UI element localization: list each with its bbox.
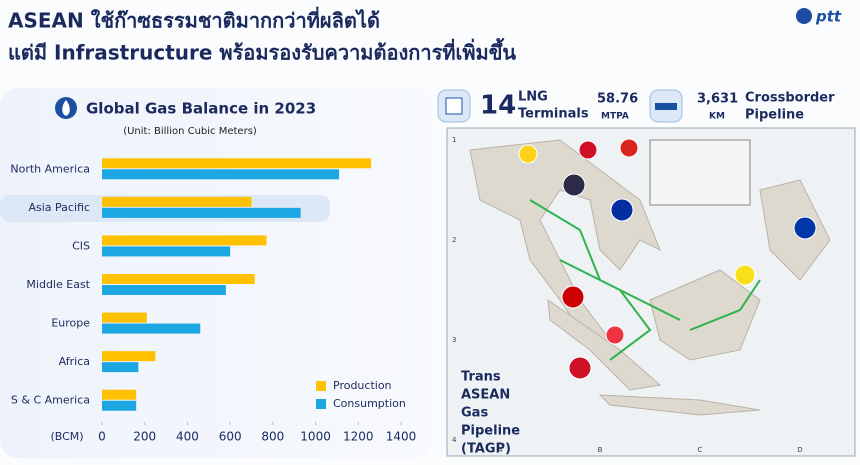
map-grid-row: 3 bbox=[452, 336, 456, 344]
bar bbox=[102, 274, 255, 284]
pipeline-label: Pipeline bbox=[745, 108, 804, 123]
map-labels: Trans ASEAN Gas Pipeline (TAGP)A B C D 1 2 3 4 bbox=[452, 136, 803, 457]
pipeline-length: 3,631 bbox=[697, 92, 738, 107]
lng-icon-tank bbox=[445, 97, 463, 115]
flag-myanmar bbox=[518, 144, 538, 164]
mainland bbox=[469, 139, 661, 346]
map-title: ASEAN bbox=[461, 388, 510, 403]
chart-title: Global Gas Balance in 2023 bbox=[86, 100, 316, 118]
logo: ptt bbox=[815, 8, 842, 26]
x-axis-label: (BCM) bbox=[50, 430, 83, 443]
lng-label: LNG bbox=[518, 90, 548, 105]
flag-thailand bbox=[562, 173, 586, 197]
x-tick-label: 1000 bbox=[300, 430, 331, 444]
pipeline-unit: KM bbox=[709, 112, 725, 122]
y-tick-label: S & C America bbox=[11, 394, 90, 407]
bar bbox=[102, 400, 137, 411]
map-title: Trans bbox=[461, 370, 501, 385]
chart-subtitle: (Unit: Billion Cubic Meters) bbox=[123, 126, 257, 137]
map-grid-row: 2 bbox=[452, 236, 456, 244]
x-tick-label: 1200 bbox=[343, 430, 374, 444]
chart: 0 200 400 600 800 1000 1200 1400 North America As… bbox=[10, 158, 417, 444]
y-tick-label: Asia Pacific bbox=[28, 201, 90, 214]
bar bbox=[102, 362, 139, 373]
lng-unit: MTPA bbox=[601, 112, 629, 122]
map-grid-column: C bbox=[698, 446, 703, 454]
flag-laos bbox=[578, 140, 598, 160]
x-tick-label: 1400 bbox=[386, 430, 417, 444]
title-line-1: ASEAN ใช้ก๊าซธรรมชาติมากกว่าที่ผลิตได้ bbox=[8, 6, 380, 33]
map-grid-row: 1 bbox=[452, 136, 456, 144]
y-tick-label: CIS bbox=[72, 239, 90, 252]
logo-icon bbox=[796, 8, 812, 24]
bar bbox=[102, 323, 201, 334]
lng-count: 14 bbox=[480, 91, 516, 121]
lng-label: Terminals bbox=[518, 107, 589, 122]
flag-brunei bbox=[734, 264, 756, 286]
x-tick-label: 200 bbox=[133, 430, 156, 444]
flame-shape bbox=[62, 100, 70, 116]
map-title: (TAGP) bbox=[461, 442, 511, 457]
borneo bbox=[649, 269, 761, 361]
flag-malaysia bbox=[561, 285, 585, 309]
legend-swatch bbox=[316, 399, 326, 409]
java bbox=[598, 394, 761, 416]
x-tick-label: 800 bbox=[261, 430, 284, 444]
flag-vietnam bbox=[619, 138, 639, 158]
map-grid-column: D bbox=[797, 446, 802, 454]
bar bbox=[102, 389, 137, 400]
sumatra bbox=[547, 298, 662, 391]
map-grid-column: A bbox=[498, 446, 503, 454]
title-line-2: แต่มี Infrastructure พร้อมรองรับความต้อง… bbox=[8, 38, 516, 65]
y-tick-label: Europe bbox=[51, 317, 90, 330]
bar bbox=[102, 285, 226, 295]
pipeline-icon-pipe bbox=[655, 103, 677, 110]
pipeline-label: Crossborder bbox=[745, 91, 835, 106]
flag-singapore bbox=[605, 325, 625, 345]
map-grid-column: B bbox=[598, 446, 603, 454]
map-grid-row: 4 bbox=[452, 436, 457, 444]
bar bbox=[102, 351, 156, 362]
bar bbox=[102, 246, 231, 257]
lng-capacity: 58.76 bbox=[597, 92, 638, 107]
flag-philippines bbox=[793, 216, 817, 240]
legend-swatch bbox=[316, 381, 326, 391]
bar bbox=[102, 158, 372, 169]
y-tick-label: North America bbox=[10, 162, 90, 175]
y-tick-label: Middle East bbox=[26, 278, 90, 291]
bar bbox=[102, 235, 267, 246]
legend-label: Consumption bbox=[333, 397, 406, 410]
legend-label: Production bbox=[333, 379, 392, 392]
bar bbox=[102, 207, 301, 218]
bar bbox=[102, 312, 147, 323]
x-tick-label: 400 bbox=[176, 430, 199, 444]
bar bbox=[102, 169, 340, 180]
pipeline-routes bbox=[529, 199, 761, 361]
y-tick-label: Africa bbox=[59, 355, 90, 368]
map-inset bbox=[649, 139, 751, 206]
x-tick-label: 600 bbox=[219, 430, 242, 444]
map-title: Gas bbox=[461, 406, 488, 421]
flag-indonesia bbox=[568, 356, 592, 380]
x-tick-label: 0 bbox=[98, 430, 106, 444]
flag-cambodia bbox=[610, 198, 634, 222]
bar bbox=[102, 196, 252, 207]
map-title: Pipeline bbox=[461, 424, 520, 439]
